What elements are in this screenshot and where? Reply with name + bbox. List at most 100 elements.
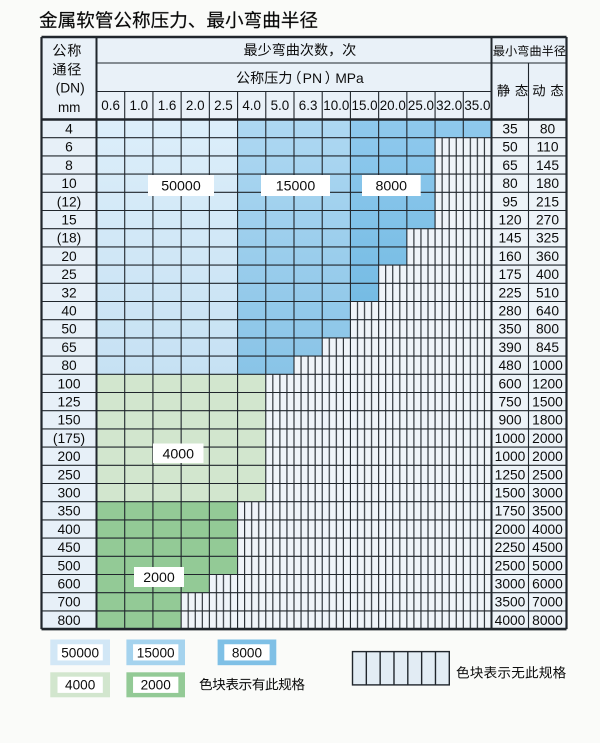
svg-text:400: 400 [536, 267, 559, 282]
svg-text:450: 450 [57, 540, 80, 555]
svg-text:15000: 15000 [276, 179, 316, 195]
svg-text:350: 350 [498, 322, 521, 337]
svg-text:510: 510 [536, 285, 559, 300]
svg-text:270: 270 [536, 213, 559, 228]
svg-text:80: 80 [502, 176, 518, 191]
svg-text:125: 125 [57, 395, 80, 410]
svg-text:1000: 1000 [495, 449, 526, 464]
svg-text:750: 750 [498, 395, 521, 410]
svg-text:325: 325 [536, 231, 559, 246]
svg-text:1500: 1500 [495, 486, 526, 501]
svg-text:390: 390 [498, 340, 521, 355]
svg-text:6.3: 6.3 [299, 98, 318, 113]
svg-text:65: 65 [61, 340, 77, 355]
svg-text:32: 32 [61, 285, 76, 300]
svg-text:4000: 4000 [65, 678, 96, 693]
svg-text:1500: 1500 [532, 395, 563, 410]
svg-text:400: 400 [57, 522, 80, 537]
svg-text:6: 6 [65, 140, 73, 155]
svg-text:250: 250 [57, 467, 80, 482]
svg-text:80: 80 [540, 122, 556, 137]
svg-text:3000: 3000 [495, 577, 526, 592]
svg-text:1.0: 1.0 [130, 98, 149, 113]
svg-text:500: 500 [57, 558, 80, 573]
svg-text:110: 110 [537, 140, 559, 155]
svg-text:4000: 4000 [163, 446, 195, 462]
svg-text:1000: 1000 [532, 358, 563, 373]
svg-text:32.0: 32.0 [436, 98, 462, 113]
svg-text:640: 640 [536, 304, 559, 319]
svg-text:8000: 8000 [232, 645, 263, 660]
svg-text:25.0: 25.0 [408, 98, 434, 113]
svg-text:50: 50 [61, 322, 77, 337]
svg-text:1200: 1200 [532, 376, 563, 391]
svg-text:3500: 3500 [495, 595, 526, 610]
svg-text:8: 8 [65, 158, 73, 173]
svg-text:4000: 4000 [532, 522, 563, 537]
svg-text:4500: 4500 [532, 540, 563, 555]
svg-text:8000: 8000 [376, 179, 408, 195]
svg-text:8000: 8000 [532, 613, 563, 628]
svg-text:180: 180 [536, 176, 559, 191]
svg-text:95: 95 [502, 194, 518, 209]
svg-text:145: 145 [536, 158, 559, 173]
svg-text:(12): (12) [57, 194, 82, 209]
svg-text:5.0: 5.0 [271, 98, 290, 113]
svg-text:6000: 6000 [532, 577, 563, 592]
svg-text:2500: 2500 [495, 558, 526, 573]
svg-text:1250: 1250 [495, 467, 526, 482]
svg-text:4000: 4000 [495, 613, 526, 628]
svg-text:1750: 1750 [495, 504, 526, 519]
svg-text:mm: mm [58, 100, 81, 115]
svg-text:2.5: 2.5 [214, 98, 233, 113]
svg-text:120: 120 [498, 213, 521, 228]
svg-text:600: 600 [498, 376, 521, 391]
svg-text:1800: 1800 [532, 413, 563, 428]
svg-text:845: 845 [536, 340, 559, 355]
svg-text:65: 65 [502, 158, 518, 173]
svg-text:225: 225 [498, 285, 521, 300]
svg-text:2.0: 2.0 [186, 98, 205, 113]
svg-text:7000: 7000 [532, 595, 563, 610]
svg-text:5000: 5000 [532, 558, 563, 573]
svg-text:4.0: 4.0 [242, 98, 261, 113]
svg-text:(175): (175) [53, 431, 85, 446]
svg-text:160: 160 [498, 249, 521, 264]
svg-text:350: 350 [57, 504, 80, 519]
svg-text:10.0: 10.0 [323, 98, 349, 113]
svg-text:300: 300 [57, 486, 80, 501]
svg-text:35.0: 35.0 [464, 98, 490, 113]
svg-text:2000: 2000 [495, 522, 526, 537]
svg-text:50: 50 [502, 140, 518, 155]
svg-text:145: 145 [498, 231, 521, 246]
svg-text:20.0: 20.0 [380, 98, 406, 113]
svg-text:15: 15 [61, 213, 77, 228]
svg-text:3500: 3500 [532, 504, 563, 519]
svg-text:150: 150 [57, 413, 80, 428]
svg-text:600: 600 [57, 577, 80, 592]
svg-text:20: 20 [61, 249, 77, 264]
svg-text:700: 700 [57, 595, 80, 610]
svg-text:215: 215 [536, 194, 559, 209]
svg-text:3000: 3000 [532, 486, 563, 501]
svg-text:800: 800 [57, 613, 80, 628]
svg-text:280: 280 [498, 304, 521, 319]
svg-text:2500: 2500 [532, 467, 563, 482]
svg-text:2000: 2000 [532, 449, 563, 464]
svg-text:50000: 50000 [61, 645, 99, 660]
svg-text:2000: 2000 [143, 570, 175, 586]
svg-text:15.0: 15.0 [352, 98, 378, 113]
svg-text:175: 175 [498, 267, 521, 282]
svg-text:40: 40 [61, 304, 77, 319]
svg-text:360: 360 [536, 249, 559, 264]
svg-text:1.6: 1.6 [158, 98, 177, 113]
svg-text:(DN): (DN) [56, 81, 85, 96]
svg-text:2000: 2000 [141, 678, 172, 693]
svg-text:PN: PN [303, 70, 322, 86]
svg-text:800: 800 [536, 322, 559, 337]
svg-text:(18): (18) [57, 231, 82, 246]
svg-text:200: 200 [57, 449, 80, 464]
svg-text:2250: 2250 [495, 540, 526, 555]
svg-text:0.6: 0.6 [101, 98, 120, 113]
svg-text:80: 80 [61, 358, 77, 373]
